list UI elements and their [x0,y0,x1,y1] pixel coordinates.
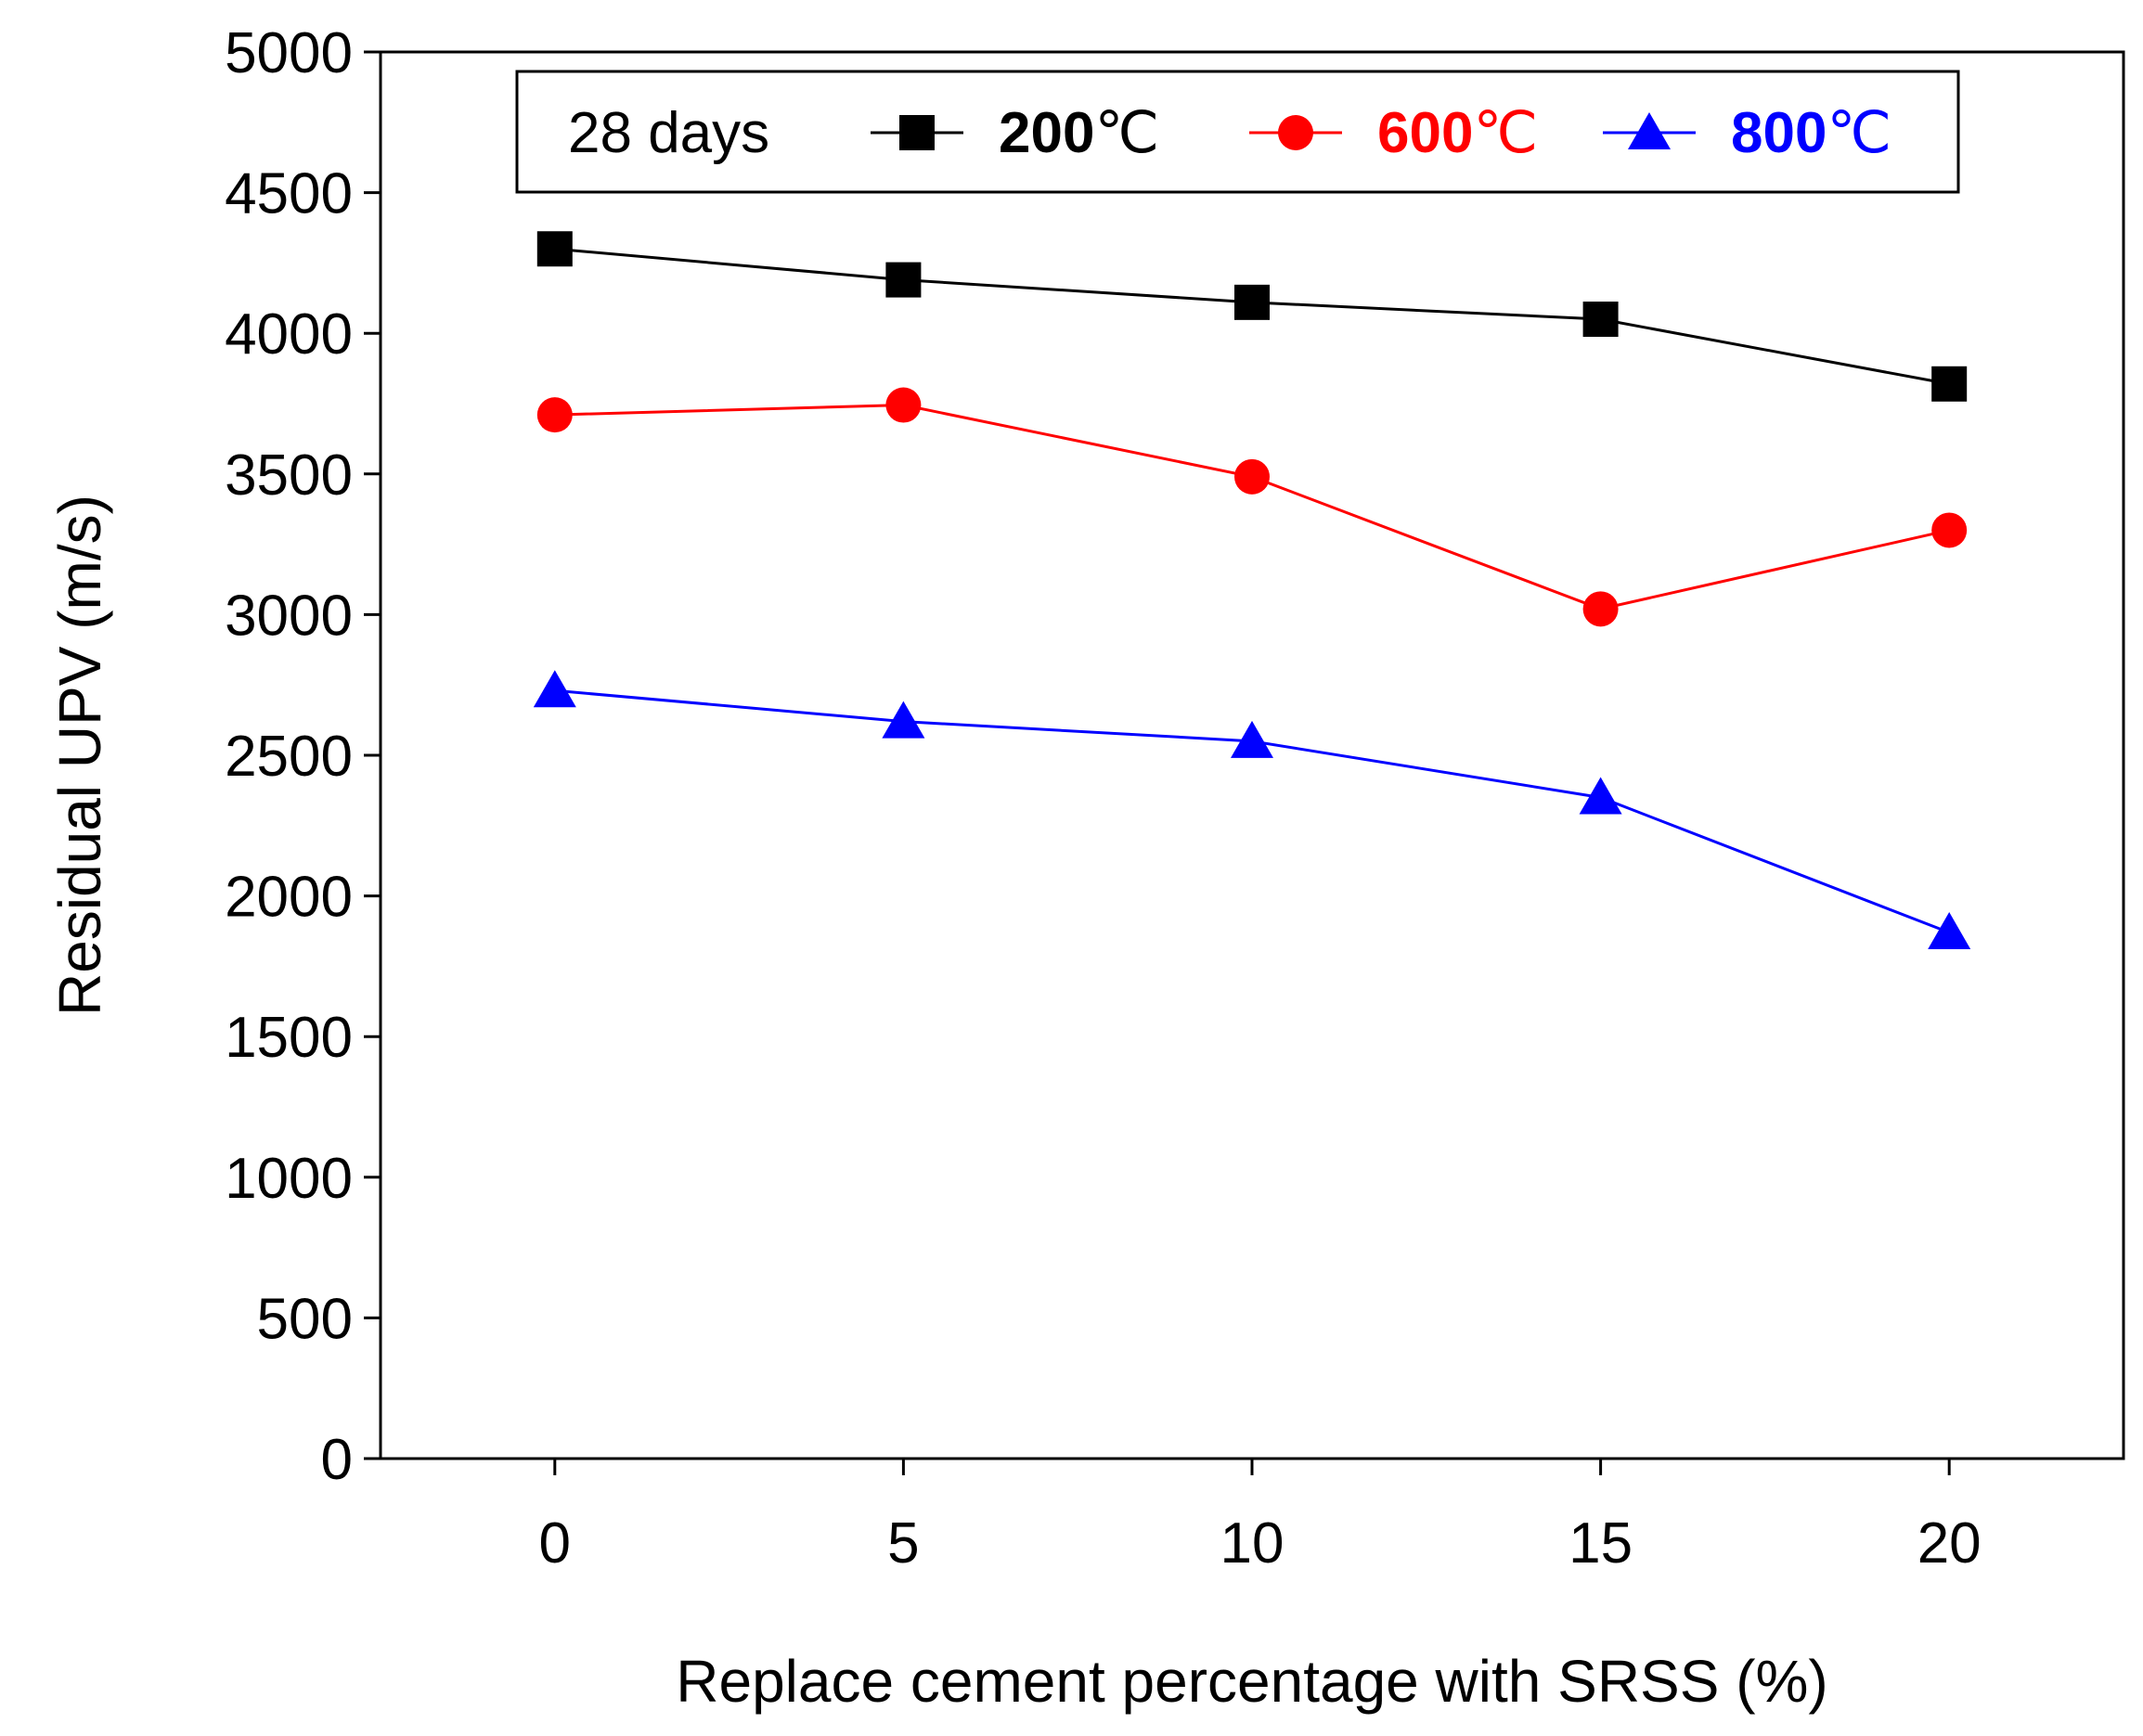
plot-area-frame [379,50,2125,1460]
data-point-200-20 [1931,366,1968,402]
series-line-600 [554,404,1950,611]
y-tick-label: 5000 [225,21,353,85]
data-point-600-5 [885,387,922,423]
x-tick-label: 15 [1569,1511,1633,1575]
data-point-600-20 [1931,512,1968,548]
data-point-200-10 [1234,284,1270,320]
data-point-200-5 [885,262,922,298]
legend-items: 200℃ 600℃ 800℃ [871,101,1891,165]
data-point-800-0 [533,670,576,708]
y-tick-label: 3500 [225,444,353,508]
x-axis-ticks: 0 5 10 15 20 [539,1459,1982,1575]
x-axis-title: Replace cement percentage with SRSS (%) [676,1648,1827,1715]
data-point-200-15 [1582,302,1619,338]
x-tick-label: 20 [1917,1511,1982,1575]
legend-label-unit: ℃ [1473,101,1538,165]
y-tick-label: 0 [321,1428,353,1492]
y-tick-label: 3000 [225,584,353,648]
data-point-600-10 [1234,458,1270,495]
legend-label-600: 600℃ [1377,101,1538,165]
legend-marker-200 [899,115,935,150]
y-axis-ticks: 0 500 1000 1500 2000 2500 3000 3500 4000 4500 5000 [225,21,381,1492]
legend-label-unit: ℃ [1827,101,1891,165]
legend-marker-800 [1628,112,1671,149]
legend-label-unit: ℃ [1094,101,1159,165]
legend-title: 28 days [568,101,769,165]
x-tick-label: 10 [1220,1511,1285,1575]
series-800 [533,670,1971,950]
legend-label-value: 800 [1731,101,1827,165]
legend-label-800: 800℃ [1731,101,1891,165]
data-point-800-20 [1928,912,1971,950]
y-tick-label: 1500 [225,1006,353,1070]
legend: 28 days 200℃ 600℃ 800℃ [515,70,1960,194]
y-tick-label: 500 [257,1287,353,1351]
legend-marker-600 [1278,115,1313,150]
legend-label-value: 600 [1377,101,1473,165]
data-point-600-0 [536,397,573,433]
y-tick-label: 4000 [225,302,353,366]
legend-box [515,70,1960,194]
legend-label-value: 200 [999,101,1094,165]
data-point-600-15 [1582,591,1619,627]
x-tick-label: 0 [539,1511,571,1575]
series-600 [536,387,1968,627]
data-point-200-0 [536,231,573,267]
data-point-800-15 [1579,777,1622,815]
y-tick-label: 1000 [225,1147,353,1211]
y-axis-title: Residual UPV (m/s) [46,495,113,1016]
legend-label-200: 200℃ [999,101,1159,165]
series-layer [533,231,1971,950]
series-200 [536,231,1968,402]
y-tick-label: 2000 [225,866,353,930]
data-point-800-5 [882,701,925,739]
x-tick-label: 5 [887,1511,919,1575]
data-point-800-10 [1231,720,1273,758]
y-tick-label: 4500 [225,162,353,226]
y-tick-label: 2500 [225,725,353,789]
